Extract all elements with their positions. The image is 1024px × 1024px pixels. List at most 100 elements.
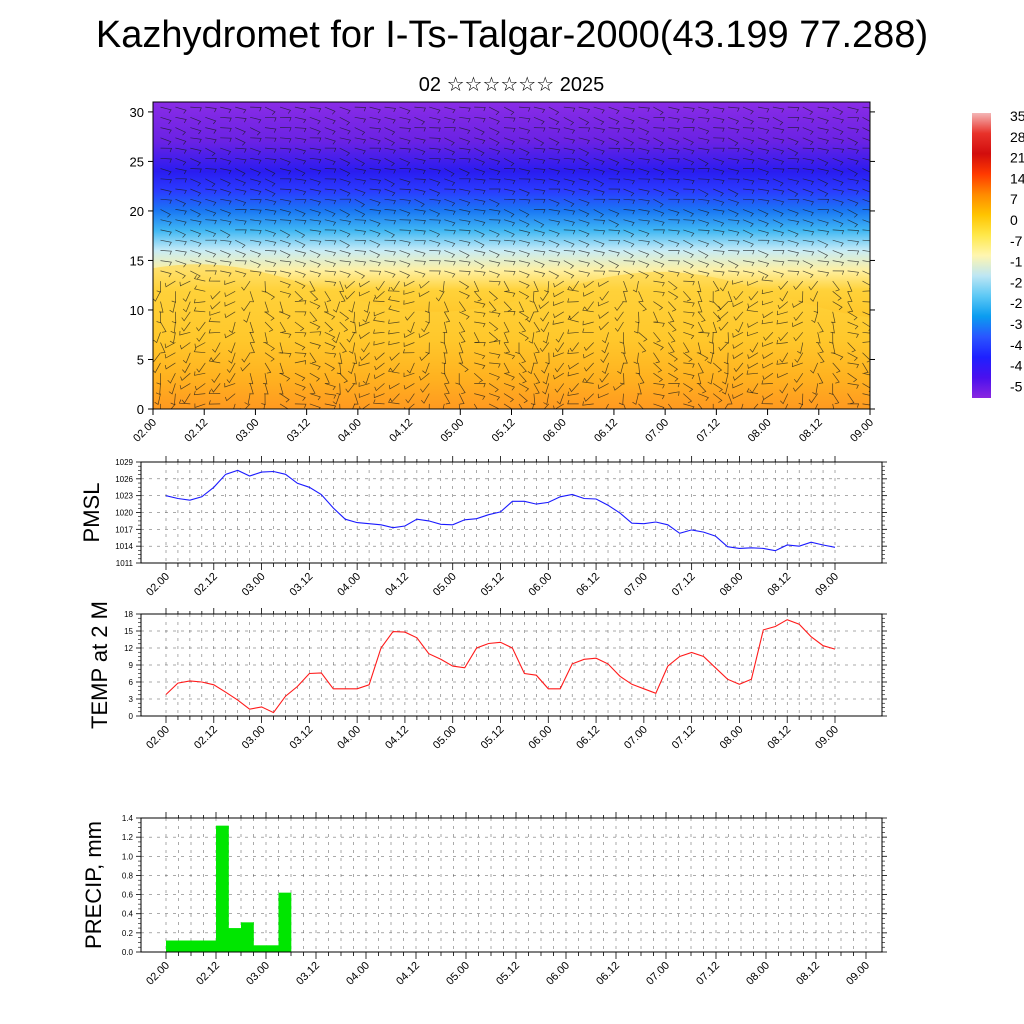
wind-barb xyxy=(309,311,318,323)
wind-barb xyxy=(264,239,277,246)
wind-barb xyxy=(373,316,385,323)
wind-barb xyxy=(683,198,695,204)
wind-barb xyxy=(728,229,740,236)
wind-barb xyxy=(429,137,441,143)
wind-barb xyxy=(548,239,560,248)
wind-barb xyxy=(518,352,526,364)
wind-barb xyxy=(683,239,694,249)
wind-barb xyxy=(772,260,785,266)
wind-barb xyxy=(424,301,430,314)
wind-barb xyxy=(772,178,784,187)
wind-barb xyxy=(459,250,470,259)
wind-barb xyxy=(388,383,400,390)
wind-barb xyxy=(309,147,322,154)
wind-barb xyxy=(324,331,336,341)
wind-barb xyxy=(374,352,385,361)
wind-barb xyxy=(638,147,650,155)
wind-barb xyxy=(713,198,725,206)
wind-barb xyxy=(832,403,835,409)
wind-barb xyxy=(862,290,870,292)
wind-barb xyxy=(862,157,870,161)
wind-barb xyxy=(503,372,515,381)
wind-barb xyxy=(489,168,501,176)
colorbar-label: 14 xyxy=(1010,170,1024,186)
wind-barb xyxy=(190,127,202,135)
wind-barb xyxy=(862,250,870,252)
wind-barb xyxy=(309,393,321,401)
wind-barb xyxy=(459,147,471,154)
wind-barb xyxy=(533,260,545,268)
wind-barb xyxy=(802,137,814,146)
wind-barb xyxy=(793,280,804,291)
wind-barb xyxy=(757,219,769,227)
wind-barb xyxy=(235,229,247,234)
wind-barb xyxy=(503,168,516,173)
wind-barb xyxy=(399,178,411,186)
wind-barb xyxy=(503,178,516,185)
wind-barb xyxy=(772,209,784,217)
wind-barb xyxy=(653,168,665,176)
wind-barb xyxy=(264,106,276,115)
wind-barb xyxy=(527,362,535,375)
wind-barb xyxy=(518,127,531,134)
wind-barb xyxy=(668,188,680,197)
x-tick-label: 08.12 xyxy=(797,417,825,445)
wind-barb xyxy=(583,393,594,402)
wind-barb xyxy=(832,106,844,115)
wind-barb xyxy=(264,157,277,164)
wind-barb xyxy=(817,127,829,134)
wind-barb xyxy=(279,198,292,205)
wind-barb xyxy=(339,198,352,204)
wind-barb xyxy=(548,188,561,194)
wind-barb xyxy=(209,311,221,316)
x-tick-label: 05.12 xyxy=(490,417,518,445)
wind-barb xyxy=(653,188,665,197)
wind-barb xyxy=(732,342,744,349)
wind-barb xyxy=(250,198,262,204)
wind-barb xyxy=(421,321,430,333)
wind-barb xyxy=(653,393,665,400)
x-tick-label: 04.12 xyxy=(394,960,422,988)
wind-barb xyxy=(518,393,528,404)
wind-barb xyxy=(582,378,594,384)
wind-barb xyxy=(324,321,334,332)
wind-barb xyxy=(777,301,789,310)
wind-barb xyxy=(488,291,499,301)
wind-barb xyxy=(309,321,321,330)
wind-barb xyxy=(279,331,292,338)
wind-barb xyxy=(190,106,202,112)
wind-barb xyxy=(419,352,430,361)
wind-barb xyxy=(832,291,842,301)
wind-barb xyxy=(802,250,815,256)
wind-barb xyxy=(539,342,550,352)
wind-barb xyxy=(369,106,381,114)
freezing-level-wave xyxy=(153,264,870,409)
wind-barb xyxy=(698,393,709,402)
wind-barb xyxy=(458,321,466,333)
wind-barb xyxy=(582,306,594,313)
wind-barb xyxy=(742,229,754,238)
wind-barb xyxy=(583,280,594,289)
wind-barb xyxy=(568,362,579,370)
wind-barb xyxy=(160,137,172,146)
wind-barb xyxy=(802,198,814,206)
wind-barb xyxy=(414,250,426,257)
wind-barb xyxy=(518,403,523,409)
wind-barb xyxy=(399,229,412,235)
wind-barb xyxy=(713,178,725,185)
wind-barb xyxy=(399,106,411,115)
wind-barb xyxy=(697,403,703,409)
wind-barb xyxy=(354,229,367,236)
wind-barb xyxy=(419,280,430,289)
wind-barb xyxy=(653,127,665,133)
wind-barb xyxy=(802,127,814,135)
wind-barb xyxy=(503,352,516,360)
wind-barb xyxy=(190,229,202,238)
wind-barb xyxy=(772,270,784,278)
wind-barb xyxy=(515,342,520,354)
wind-barb xyxy=(459,137,471,145)
wind-barb xyxy=(817,137,829,145)
wind-barb xyxy=(593,106,605,114)
pmsl-series-line xyxy=(165,469,836,552)
y-tick-label: 30 xyxy=(130,105,144,120)
